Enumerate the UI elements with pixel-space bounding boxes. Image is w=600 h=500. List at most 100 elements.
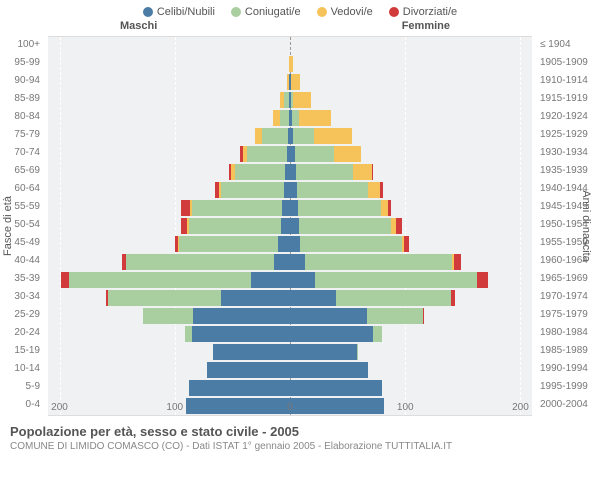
female-bar [290,362,368,378]
legend-label: Coniugati/e [245,6,301,18]
age-label: 35-39 [14,273,40,284]
year-label: 1970-1974 [540,291,588,302]
bar-segment [192,200,282,216]
pyramid-row [48,37,532,55]
male-bar [175,236,290,252]
legend-item: Celibi/Nubili [143,6,215,18]
year-label: 1950-1954 [540,219,588,230]
pyramid-row [48,271,532,289]
year-label: 1930-1934 [540,147,588,158]
pyramid-row [48,379,532,397]
bar-segment [353,164,371,180]
year-label: 1995-1999 [540,381,588,392]
population-pyramid-chart: Celibi/NubiliConiugati/eVedovi/eDivorzia… [0,0,600,500]
legend-swatch [143,7,153,17]
bar-segment [290,380,382,396]
age-label: 55-59 [14,201,40,212]
male-bar [255,128,290,144]
bar-segment [381,200,388,216]
male-bar [61,272,290,288]
age-label: 75-79 [14,129,40,140]
female-bar [290,146,361,162]
bar-segment [336,290,451,306]
pyramid-row [48,91,532,109]
bar-segment [334,146,362,162]
bar-segment [280,110,289,126]
x-tick-label: 100 [166,402,183,413]
female-bar [290,290,455,306]
female-bar [290,236,409,252]
pyramid-row [48,199,532,217]
male-bar [207,362,290,378]
female-bar [290,110,331,126]
pyramid-row [48,145,532,163]
legend-swatch [317,7,327,17]
year-label: 1915-1919 [540,93,588,104]
bar-segment [315,272,476,288]
male-bar [215,182,290,198]
bar-segment [404,236,409,252]
age-label: 20-24 [14,327,40,338]
pyramid-row [48,325,532,343]
age-label: 25-29 [14,309,40,320]
age-label: 45-49 [14,237,40,248]
female-bar [290,92,311,108]
bar-segment [477,272,489,288]
bar-segment [451,290,454,306]
bar-segment [281,218,290,234]
female-bar [290,56,293,72]
chart-footer: Popolazione per età, sesso e stato civil… [0,418,600,452]
female-bar [290,272,488,288]
y-axis-left-title: Fasce di età [2,196,14,256]
female-bar [290,344,358,360]
bar-segment [108,290,221,306]
female-bar [290,200,391,216]
bar-segment [295,146,334,162]
female-bar [290,308,424,324]
bar-segment [314,128,352,144]
x-tick-label: 200 [51,402,68,413]
bar-segment [290,308,367,324]
bar-segment [247,146,286,162]
bar-segment [423,308,424,324]
x-tick-label: 0 [287,402,293,413]
male-bar [229,164,290,180]
age-label: 80-84 [14,111,40,122]
year-label: 1990-1994 [540,363,588,374]
plot-area: Maschi Femmine Fasce di età Anni di nasc… [0,20,600,418]
bar-segment [368,182,380,198]
pyramid-row [48,163,532,181]
legend: Celibi/NubiliConiugati/eVedovi/eDivorzia… [0,0,600,20]
bar-segment [221,182,284,198]
bar-segment [192,326,290,342]
bar-segment [291,74,300,90]
female-bar [290,128,352,144]
bar-segment [126,254,274,270]
bar-segment [380,182,383,198]
year-label: 1975-1979 [540,309,588,320]
bar-segment [255,128,262,144]
bar-segment [300,236,401,252]
age-label: 30-34 [14,291,40,302]
pyramid-row [48,73,532,91]
age-label: 50-54 [14,219,40,230]
female-bar [290,326,382,342]
male-bar [189,380,290,396]
age-label: 15-19 [14,345,40,356]
male-bar [122,254,290,270]
female-bar [290,218,402,234]
bar-segment [189,380,290,396]
bar-segment [61,272,69,288]
bar-segment [185,326,192,342]
male-bar [240,146,290,162]
year-label: 1940-1944 [540,183,588,194]
bar-segment [143,308,194,324]
bar-segment [290,272,315,288]
pyramid-row [48,307,532,325]
year-label: 1925-1929 [540,129,588,140]
bar-segment [357,344,358,360]
bar-segment [367,308,422,324]
bar-segment [388,200,391,216]
age-label: 85-89 [14,93,40,104]
year-label: ≤ 1904 [540,39,571,50]
